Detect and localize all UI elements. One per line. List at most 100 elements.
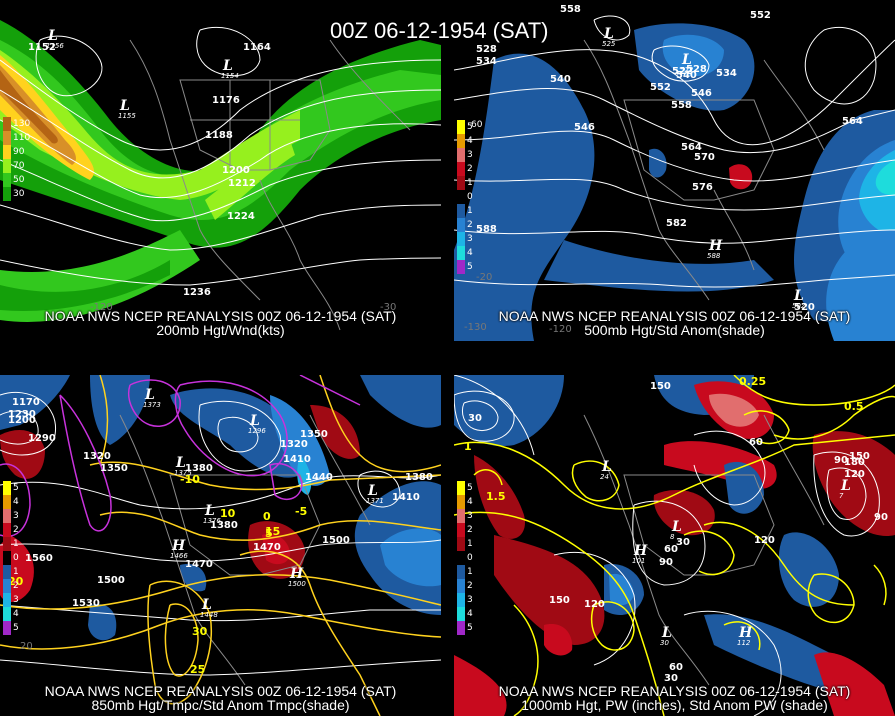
contour-label: 120 bbox=[754, 535, 775, 546]
legend-swatch bbox=[457, 190, 465, 204]
contour-label: 1380 bbox=[185, 463, 213, 474]
legend-label: 1 bbox=[467, 178, 473, 188]
legend-swatch bbox=[3, 131, 11, 145]
contour-label: 90 bbox=[659, 557, 673, 568]
contour-labels: 1440117012001230129013201350138014101440… bbox=[8, 375, 433, 609]
contour-label: 1200 bbox=[8, 415, 36, 426]
anomaly-shading bbox=[454, 23, 895, 341]
temperature-label: 10 bbox=[220, 507, 236, 520]
contour-label: 558 bbox=[560, 4, 581, 15]
legend-swatch bbox=[3, 593, 11, 607]
contour-label: 120 bbox=[844, 469, 865, 480]
legend-label: 5 bbox=[467, 483, 473, 493]
low-marker-value: 1376 bbox=[203, 517, 221, 525]
legend-swatch bbox=[3, 551, 11, 565]
temperature-label: 25 bbox=[190, 663, 205, 676]
contour-label: 60 bbox=[749, 437, 763, 448]
high-marker-value: 1466 bbox=[170, 552, 188, 560]
contour-label: 1170 bbox=[12, 397, 40, 408]
low-marker-value: 1375 bbox=[174, 469, 192, 477]
temperature-label: 30 bbox=[192, 625, 208, 638]
pw-label: 0.25 bbox=[739, 375, 766, 388]
contour-label: 546 bbox=[691, 88, 712, 99]
contour-label: 552 bbox=[650, 82, 671, 93]
contour-label: 1560 bbox=[25, 553, 53, 564]
contour-label: 528 bbox=[476, 44, 497, 55]
contour-label: 30 bbox=[676, 537, 690, 548]
contour-label: 1530 bbox=[72, 598, 100, 609]
legend-swatch bbox=[457, 134, 465, 148]
legend-swatch bbox=[457, 120, 465, 134]
legend-label: 3 bbox=[467, 234, 473, 244]
contour-label: 1320 bbox=[280, 439, 308, 450]
legend-label: 4 bbox=[467, 136, 473, 146]
contour-label: 520 bbox=[794, 302, 815, 313]
legend-label: 5 bbox=[467, 623, 473, 633]
low-marker-value: 1154 bbox=[221, 72, 239, 80]
panel-200mb-height-wind: 1152 1164 1176 1188 1200 1212 1224 1236 L 1156 L 1… bbox=[0, 0, 441, 341]
contour-label: 534 bbox=[716, 68, 737, 79]
legend-label: 3 bbox=[467, 595, 473, 605]
contour-label: 150 bbox=[849, 451, 870, 462]
legend-label: 30 bbox=[13, 189, 25, 199]
contour-label: 120 bbox=[584, 599, 605, 610]
high-marker-value: 112 bbox=[737, 639, 751, 647]
longitude-label: 20 bbox=[20, 641, 33, 652]
low-marker-value: 502 bbox=[792, 302, 806, 310]
contour-label: 528 bbox=[686, 64, 707, 75]
legend-label: 0 bbox=[467, 553, 473, 563]
contour-label: 150 bbox=[549, 595, 570, 606]
legend-label: 2 bbox=[467, 164, 473, 174]
legend-label: 1 bbox=[13, 539, 19, 549]
caption-source: NOAA NWS NCEP REANALYSIS 00Z 06-12-1954 … bbox=[498, 308, 851, 324]
contour-label: 90 bbox=[874, 512, 888, 523]
height-contours bbox=[0, 26, 441, 286]
temperature-label: 0 bbox=[263, 510, 271, 523]
contour-label: 1224 bbox=[227, 211, 255, 222]
low-marker-value: 30 bbox=[660, 639, 669, 647]
low-marker: L bbox=[249, 413, 260, 429]
legend-swatch bbox=[3, 117, 11, 131]
legend-label: 4 bbox=[467, 248, 473, 258]
coordinate-labels: -130 -120 -20 bbox=[464, 272, 572, 335]
low-marker: L bbox=[175, 455, 186, 471]
contour-label: 1470 bbox=[185, 559, 213, 570]
legend-swatch bbox=[457, 218, 465, 232]
legend-label: 0 bbox=[467, 192, 473, 202]
low-marker-value: 522 bbox=[680, 66, 694, 74]
legend-swatch bbox=[3, 537, 11, 551]
contour-label: 582 bbox=[666, 218, 687, 229]
caption-variable: 1000mb Hgt, PW (inches), Std Anom PW (sh… bbox=[521, 697, 828, 713]
legend-swatch bbox=[457, 537, 465, 551]
low-marker-value: 1156 bbox=[46, 42, 64, 50]
longitude-label: -120 bbox=[549, 324, 572, 335]
low-marker: L bbox=[222, 58, 233, 74]
pw-label: 1.5 bbox=[486, 490, 506, 503]
legend-swatch bbox=[3, 495, 11, 509]
low-marker-value: 525 bbox=[602, 40, 616, 48]
legend-label: 1 bbox=[467, 567, 473, 577]
legend-label: 110 bbox=[13, 133, 31, 143]
legend-swatch bbox=[3, 621, 11, 635]
legend-swatch bbox=[3, 509, 11, 523]
low-marker: L bbox=[840, 478, 851, 494]
legend-swatch bbox=[457, 523, 465, 537]
contour-label: 552 bbox=[750, 10, 771, 21]
legend-swatch bbox=[457, 551, 465, 565]
high-marker: H bbox=[708, 238, 723, 254]
contour-label: 1410 bbox=[283, 454, 311, 465]
contour-label: 150 bbox=[650, 381, 671, 392]
contour-label: 570 bbox=[694, 152, 715, 163]
legend-swatch bbox=[457, 621, 465, 635]
low-marker: L bbox=[144, 387, 155, 403]
contour-label: 1152 bbox=[28, 42, 56, 53]
legend-swatch bbox=[3, 565, 11, 579]
contour-labels: 1152 1164 1176 1188 1200 1212 1224 1236 bbox=[28, 42, 271, 298]
legend-swatch bbox=[457, 495, 465, 509]
pw-label: 1 bbox=[464, 440, 472, 453]
